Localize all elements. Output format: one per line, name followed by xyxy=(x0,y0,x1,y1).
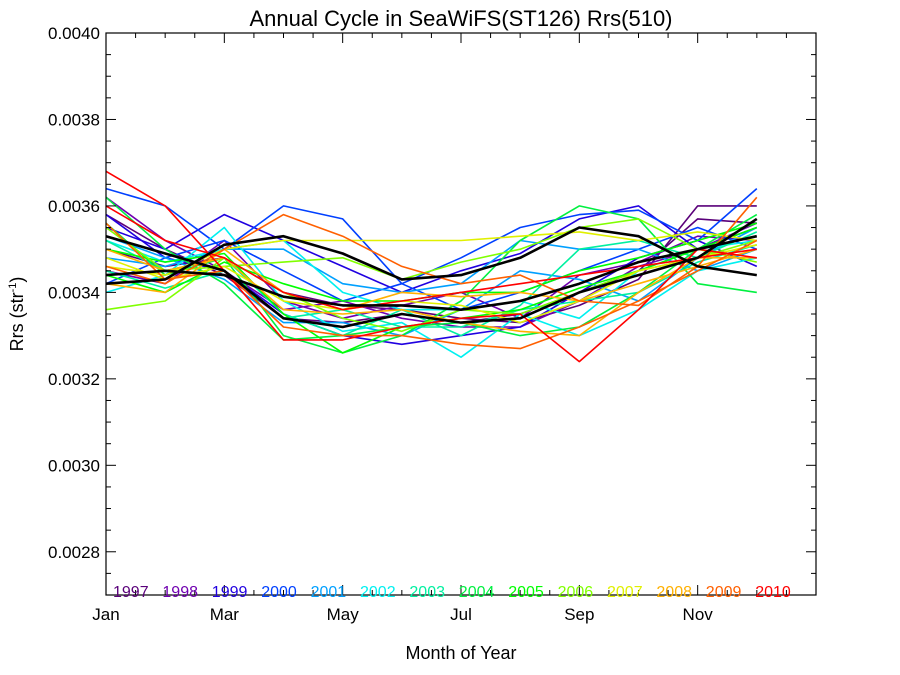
legend-item-2007: 2007 xyxy=(607,584,643,601)
legend-item-1997: 1997 xyxy=(113,584,149,601)
y-tick-label-5: 0.0036 xyxy=(48,197,100,216)
series-line-16 xyxy=(105,196,758,341)
series-line-27 xyxy=(105,170,757,363)
y-tick-label-7: 0.0040 xyxy=(48,24,100,43)
legend-item-2008: 2008 xyxy=(656,584,692,601)
plot-frame xyxy=(105,32,817,596)
y-tick-label-2: 0.0030 xyxy=(48,456,100,475)
legend-item-2006: 2006 xyxy=(558,584,594,601)
legend-item-2003: 2003 xyxy=(409,584,445,601)
legend-item-2010: 2010 xyxy=(755,584,791,601)
series-layer xyxy=(105,170,758,363)
x-tick-label-3: May xyxy=(327,605,360,624)
legend-item-2002: 2002 xyxy=(360,584,396,601)
x-tick-label-5: Sep xyxy=(564,605,594,624)
y-tick-label-6: 0.0038 xyxy=(48,110,100,129)
series-line-26 xyxy=(105,222,758,350)
series-line-30 xyxy=(105,217,758,329)
series-line-29 xyxy=(105,226,757,285)
y-tick-label-1: 0.0028 xyxy=(48,543,100,562)
series-line-24 xyxy=(105,248,758,311)
legend-item-2005: 2005 xyxy=(508,584,544,601)
legend-item-2000: 2000 xyxy=(261,584,297,601)
y-axis-label-main: Rrs (str xyxy=(7,292,27,351)
y-tick-label-3: 0.0032 xyxy=(48,370,100,389)
y-axis-label-superscript: -1 xyxy=(7,283,19,293)
x-axis-label: Month of Year xyxy=(405,643,516,663)
legend: 1997 1998 1999 2000 2001 2002 2003 2004 2005 2006… xyxy=(113,584,791,601)
x-tick-label-1: Jan xyxy=(92,605,119,624)
series-line-21 xyxy=(105,231,757,276)
axes-layer: Jan Mar May Jul Sep Nov 0.0028 0.0030 0.0032 0.00… xyxy=(48,24,817,624)
x-tick-label-4: Jul xyxy=(450,605,472,624)
legend-item-1999: 1999 xyxy=(212,584,248,601)
y-tick-label-4: 0.0034 xyxy=(48,283,100,302)
x-tick-label-2: Mar xyxy=(210,605,240,624)
series-line-31 xyxy=(105,234,758,312)
y-axis-label: Rrs (str-1) xyxy=(7,277,27,352)
legend-item-2009: 2009 xyxy=(706,584,742,601)
x-tick-label-6: Nov xyxy=(683,605,714,624)
legend-item-2004: 2004 xyxy=(459,584,495,601)
legend-item-1998: 1998 xyxy=(162,584,198,601)
y-axis-label-close: ) xyxy=(7,277,27,283)
series-line-28 xyxy=(105,205,757,311)
series-line-5 xyxy=(105,205,758,294)
series-line-4 xyxy=(105,235,757,320)
chart-title: Annual Cycle in SeaWiFS(ST126) Rrs(510) xyxy=(249,6,672,31)
legend-item-2001: 2001 xyxy=(311,584,347,601)
